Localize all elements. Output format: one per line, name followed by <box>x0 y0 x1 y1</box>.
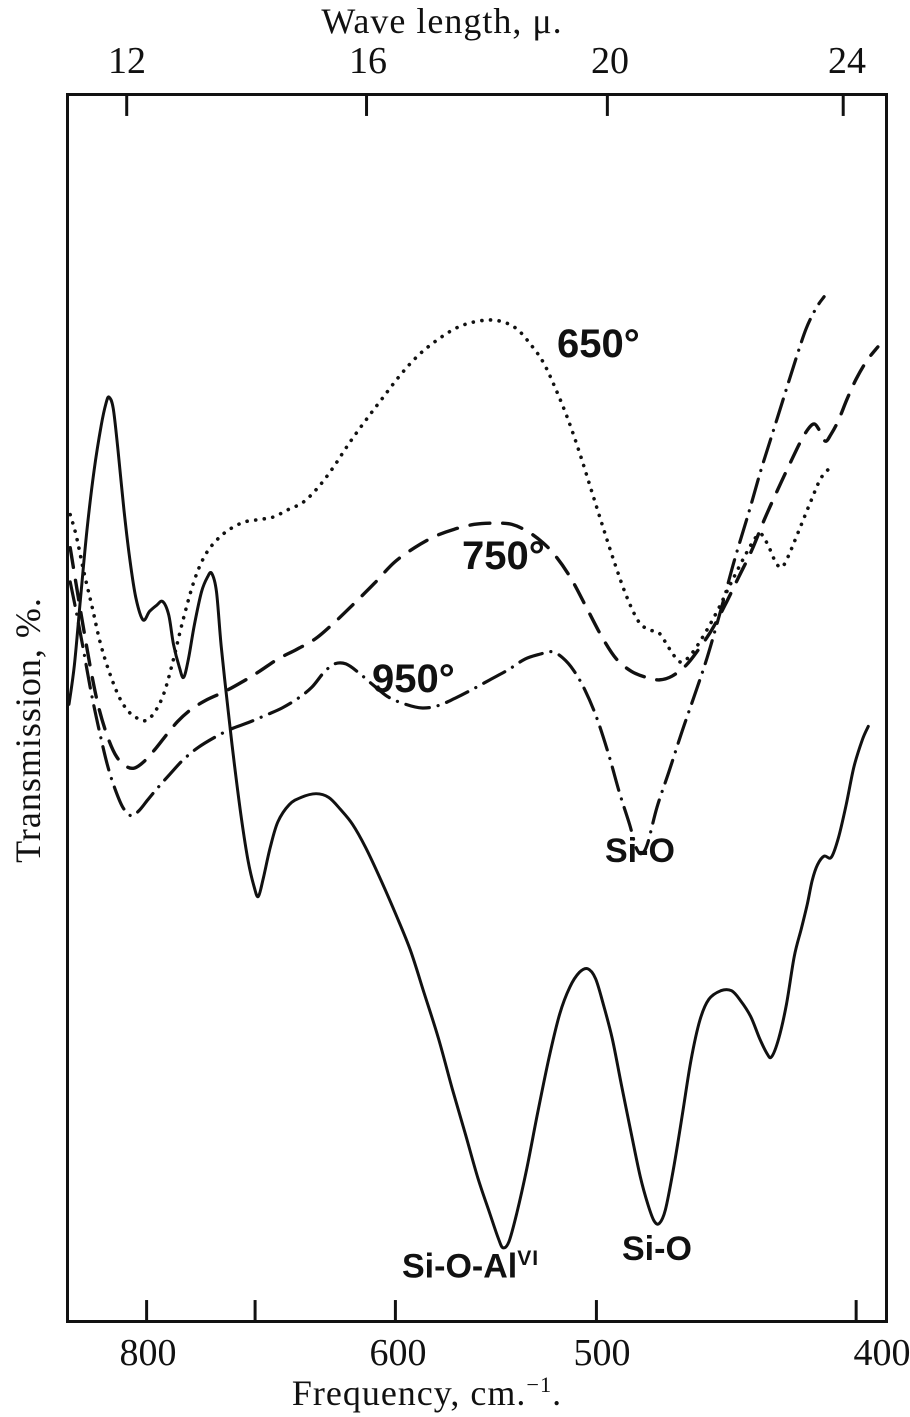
label-si-o-mid: Si-O <box>605 832 675 870</box>
bottom-tick-label-600: 600 <box>369 1332 427 1374</box>
plot-area: 650° 750° 950° Si-O Si-O-AlVI Si-O <box>66 93 888 1323</box>
bottom-axis-title: Frequency, cm.−1. <box>292 1372 562 1414</box>
label-750: 750° <box>462 534 545 578</box>
label-si-o-al: Si-O-AlVI <box>402 1247 540 1286</box>
label-si-o-low: Si-O <box>622 1230 692 1268</box>
bottom-tick-label-400: 400 <box>853 1332 910 1374</box>
top-axis-title: Wave length, μ. <box>321 1 563 41</box>
spectra-svg <box>69 96 880 1320</box>
bottom-axis-title-text: Frequency, cm. <box>291 1373 527 1413</box>
label-650: 650° <box>557 322 640 366</box>
curve-750 <box>69 345 880 771</box>
top-tick-label-12: 12 <box>108 40 146 82</box>
bottom-axis-title-superscript: −1 <box>526 1372 553 1397</box>
bottom-tick-label-500: 500 <box>573 1332 631 1374</box>
bottom-axis-title-period: . <box>552 1373 563 1413</box>
top-tick-label-20: 20 <box>591 40 629 82</box>
curve-950 <box>69 295 826 856</box>
curve-650 <box>69 318 835 723</box>
label-950: 950° <box>372 657 455 701</box>
label-si-o-al-superscript: VI <box>517 1247 540 1270</box>
left-axis-title: Transmission, %. <box>8 597 48 863</box>
top-tick-label-24: 24 <box>828 40 866 82</box>
bottom-tick-label-800: 800 <box>119 1332 177 1374</box>
top-tick-label-16: 16 <box>349 40 387 82</box>
curve-solid <box>69 395 870 1250</box>
